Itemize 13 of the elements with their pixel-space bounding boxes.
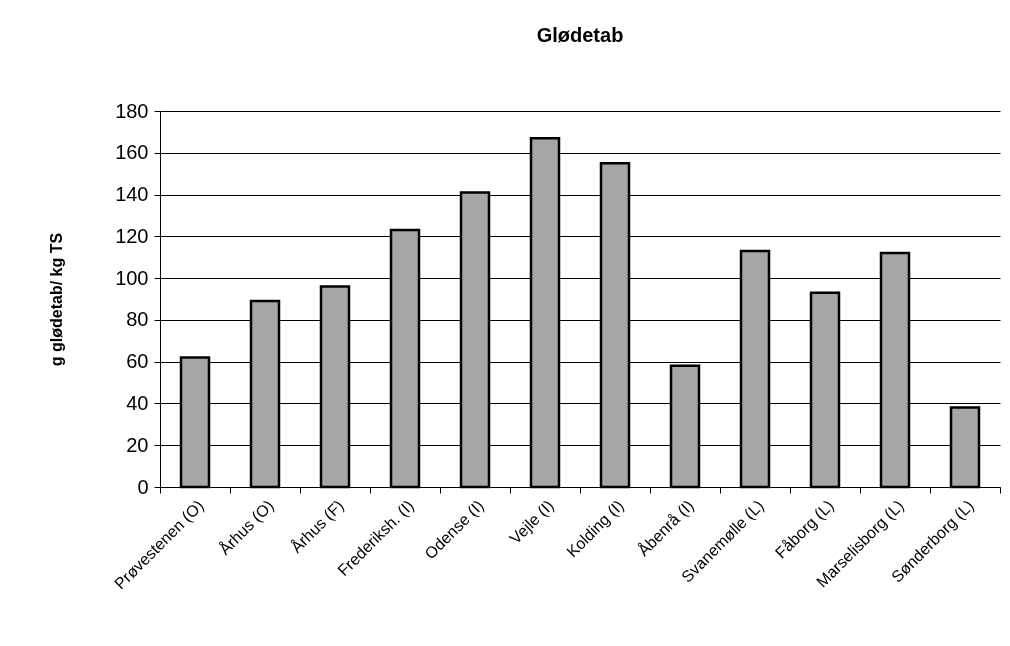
y-tick-label: 120 <box>115 224 149 247</box>
y-tick-label: 40 <box>126 391 149 414</box>
y-tick-label: 20 <box>126 433 149 456</box>
chart-title: Glødetab <box>536 24 624 46</box>
y-axis-title: g glødetab/ kg TS <box>48 232 66 367</box>
y-tick-label: 160 <box>115 141 149 164</box>
y-tick-label: 140 <box>115 183 149 206</box>
y-tick-label: 0 <box>137 475 149 498</box>
x-tick-label: Vejle (I) <box>506 496 557 548</box>
y-tick-label: 100 <box>115 266 149 289</box>
y-tick-label: 60 <box>126 350 149 373</box>
y-tick-label: 180 <box>115 99 149 122</box>
y-tick-label: 80 <box>126 308 149 331</box>
